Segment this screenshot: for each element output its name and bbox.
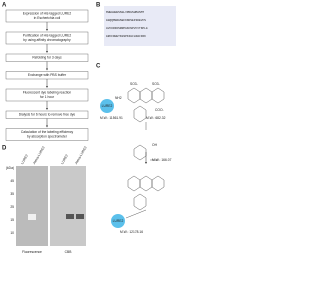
caption: Fluorescence — [22, 250, 42, 254]
marker-label: (kDa) — [6, 166, 14, 170]
lane-label: LURE2 — [20, 154, 29, 165]
figure: A B C D Expression of His-tagged LURE2in… — [2, 3, 176, 254]
panel-label: A — [2, 3, 7, 9]
sequence-box — [104, 6, 176, 46]
panel-label: C — [96, 64, 101, 70]
marker-label: 35 — [10, 192, 14, 196]
mw: M.W.: 682.32 — [146, 116, 166, 120]
group-label: SO3- — [152, 82, 160, 86]
caption: CBB — [65, 250, 73, 254]
step-box — [5, 128, 89, 141]
step-text: Calculation of the labeling efficiency — [21, 130, 74, 134]
marker-label: 45 — [10, 179, 14, 183]
mw: M.W.: 12178.16 — [120, 230, 143, 234]
mw: M.W.: 11561.91 — [100, 116, 123, 120]
panel-label: D — [2, 146, 7, 152]
protein-label: LURE2 — [102, 104, 113, 108]
step-text: Refolding for 3 days — [32, 56, 62, 60]
mw: M.W.: 166.07 — [152, 158, 172, 162]
sequence-line: GRCFRHETKGSPKIHCLNWCIRK — [106, 35, 146, 38]
step-text: in Escherichia coli — [34, 16, 61, 20]
group-label: SO3- — [130, 82, 138, 86]
step-text: Purification of His-tagged LURE2 — [23, 34, 72, 38]
group-label: COO- — [155, 108, 164, 112]
band — [28, 214, 36, 220]
marker-label: 10 — [10, 231, 14, 235]
sequence-line: AVCKRIDSRRPGKCNPVCVTKPLG — [106, 27, 148, 30]
protein — [111, 214, 125, 228]
panel-label: B — [96, 3, 101, 9]
sequence: MHHHHHHSSGLVPRGSHMASMT GGQQMGRGSEFKKDSEIS… — [106, 11, 148, 38]
protein-label: LURE2 — [113, 219, 124, 223]
group-label: OH — [152, 143, 158, 147]
group-label: NH2 — [115, 96, 122, 100]
step-text: by using affinity chromatography — [23, 38, 71, 42]
band — [66, 214, 74, 219]
step-text: for 1 hour — [40, 95, 55, 99]
step-text: Dialysis for 6 hours to remove free dye — [19, 113, 76, 117]
step-text: Expression of His-tagged LURE2 — [23, 12, 72, 16]
step-text: Exchange with PBS buffer — [28, 73, 67, 77]
lane-label: Alexa-LURE2 — [74, 145, 88, 164]
protein — [100, 99, 114, 113]
step-text: Fluorescent dye labeling reaction — [23, 91, 72, 95]
band — [76, 214, 84, 219]
lane-label: LURE2 — [60, 154, 69, 165]
sequence-line: MHHHHHHSSGLVPRGSHMASMT — [106, 11, 144, 14]
step-text: by absorption spectrometer — [27, 135, 68, 139]
lane-label: Alexa-LURE2 — [32, 145, 46, 164]
gel-cbb — [50, 166, 86, 246]
marker-label: 25 — [10, 205, 14, 209]
structures: LURE2 NH2 LURE2 M.W.: 11561.91 M.W.: 682… — [100, 82, 172, 234]
gel-fluorescence — [16, 166, 48, 246]
sequence-line: GGQQMGRGSEFKKDSEISDEVCS — [106, 19, 146, 22]
marker-label: 15 — [10, 218, 14, 222]
